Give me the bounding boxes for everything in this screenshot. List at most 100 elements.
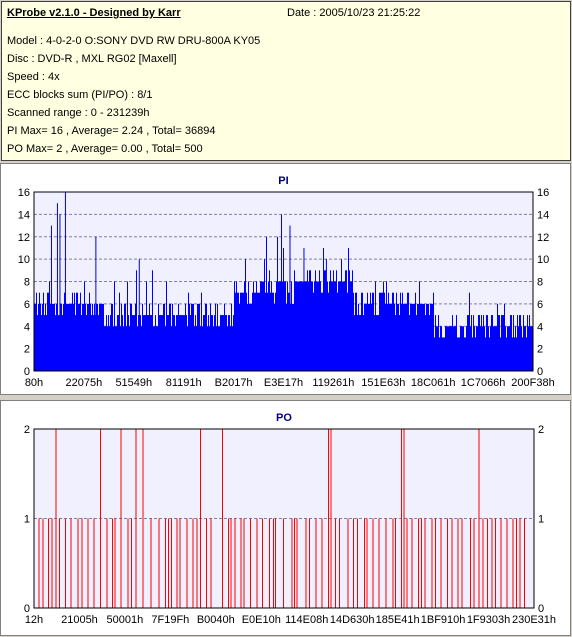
pi-bar — [286, 303, 287, 371]
x-tick-label: 80h — [25, 377, 43, 389]
pi-bar — [150, 315, 151, 371]
pi-bar — [467, 315, 468, 371]
pi-bar — [154, 326, 155, 371]
pi-bar — [410, 303, 411, 371]
pi-bar — [170, 303, 171, 371]
pi-bar — [276, 281, 277, 371]
pi-bar — [98, 315, 99, 371]
pi-bar — [531, 326, 532, 371]
pi-bar — [143, 315, 144, 371]
pi-bar — [421, 303, 422, 371]
pi-bar — [336, 270, 337, 371]
pi-bar — [223, 315, 224, 371]
pi-bar — [189, 303, 190, 371]
pi-bar — [404, 303, 405, 371]
y-tick-label-left: 1 — [24, 514, 30, 526]
pi-bar — [40, 303, 41, 371]
pi-bar — [460, 326, 461, 371]
pi-bar — [36, 292, 37, 371]
x-tick-label: 51549h — [115, 377, 152, 389]
pi-bar — [453, 326, 454, 371]
pi-bar — [517, 315, 518, 371]
pi-bar — [37, 315, 38, 371]
y-tick-label-right: 16 — [537, 187, 549, 199]
pi-bar — [407, 292, 408, 371]
pi-bar — [449, 326, 450, 371]
pi-bar — [299, 281, 300, 371]
pi-bar — [94, 303, 95, 371]
pi-bar — [306, 281, 307, 371]
pi-bar — [486, 315, 487, 371]
pi-bar — [296, 281, 297, 371]
pi-bar — [226, 315, 227, 371]
pi-bar — [329, 281, 330, 371]
pi-bar — [321, 292, 322, 371]
pi-bar — [454, 326, 455, 371]
pi-bar — [315, 270, 316, 371]
y-tick-label-left: 4 — [24, 321, 30, 333]
pi-bar — [76, 292, 77, 371]
pi-bar — [417, 303, 418, 371]
y-tick-label-left: 0 — [24, 603, 30, 615]
pi-bar — [297, 281, 298, 371]
pi-bar — [93, 315, 94, 371]
x-tick-label: 114E08h — [285, 614, 328, 626]
pi-bar — [380, 292, 381, 371]
pi-bar — [332, 281, 333, 371]
pi-bar — [78, 303, 79, 371]
pi-peak — [303, 247, 305, 371]
y-tick-label-right: 2 — [537, 344, 543, 356]
pi-bar — [496, 326, 497, 371]
pi-bar — [338, 281, 339, 371]
pi-bar — [234, 281, 235, 371]
x-tick-label: 119261h — [312, 377, 354, 389]
pi-bar — [110, 315, 111, 371]
pi-bar — [365, 303, 366, 371]
pi-bar — [350, 281, 351, 371]
pi-bar — [492, 315, 493, 371]
model-line: Model : 4-0-2-0 O:SONY DVD RW DRU-800A K… — [7, 35, 261, 47]
pi-bar — [429, 315, 430, 371]
pi-bar — [188, 292, 189, 371]
pi-bar — [235, 292, 236, 371]
pi-bar — [97, 303, 98, 371]
pi-bar — [252, 292, 253, 371]
pi-bar — [464, 337, 465, 371]
pi-bar — [255, 292, 256, 371]
pi-bar — [502, 315, 503, 371]
pi-bar — [426, 303, 427, 371]
pi-bar — [355, 292, 356, 371]
pi-bar — [434, 337, 435, 371]
pi-bar — [164, 303, 165, 371]
pi-bar — [320, 281, 321, 371]
po-stats-line: PO Max= 2 , Average= 0.00 , Total= 500 — [7, 143, 203, 155]
po-chart-panel: PO 0 0 1 1 2 2 12h 21005h 50001h 7F19Fh B0040h E0E10… — [0, 400, 571, 636]
pi-peak — [138, 259, 140, 371]
pi-bar — [457, 337, 458, 371]
pi-bar — [193, 303, 194, 371]
pi-bar — [290, 303, 291, 371]
pi-bar — [518, 326, 519, 371]
pi-bar — [240, 292, 241, 371]
pi-bar — [308, 281, 309, 371]
pi-bar — [473, 315, 474, 371]
pi-bar — [39, 292, 40, 371]
pi-bar — [71, 303, 72, 371]
pi-bar — [524, 326, 525, 371]
pi-bar — [304, 281, 305, 371]
pi-bar — [352, 270, 353, 371]
pi-bar — [402, 292, 403, 371]
pi-bar — [465, 337, 466, 371]
pi-bar — [214, 315, 215, 371]
pi-bar — [463, 326, 464, 371]
pi-bar — [147, 315, 148, 371]
pi-bar — [406, 303, 407, 371]
pi-bar — [445, 326, 446, 371]
pi-bar — [258, 292, 259, 371]
pi-bar — [325, 270, 326, 371]
pi-bar — [249, 303, 250, 371]
x-tick-label: 1F9303h — [467, 614, 510, 626]
pi-bar — [196, 326, 197, 371]
pi-bar — [129, 326, 130, 371]
pi-bar — [185, 303, 186, 371]
